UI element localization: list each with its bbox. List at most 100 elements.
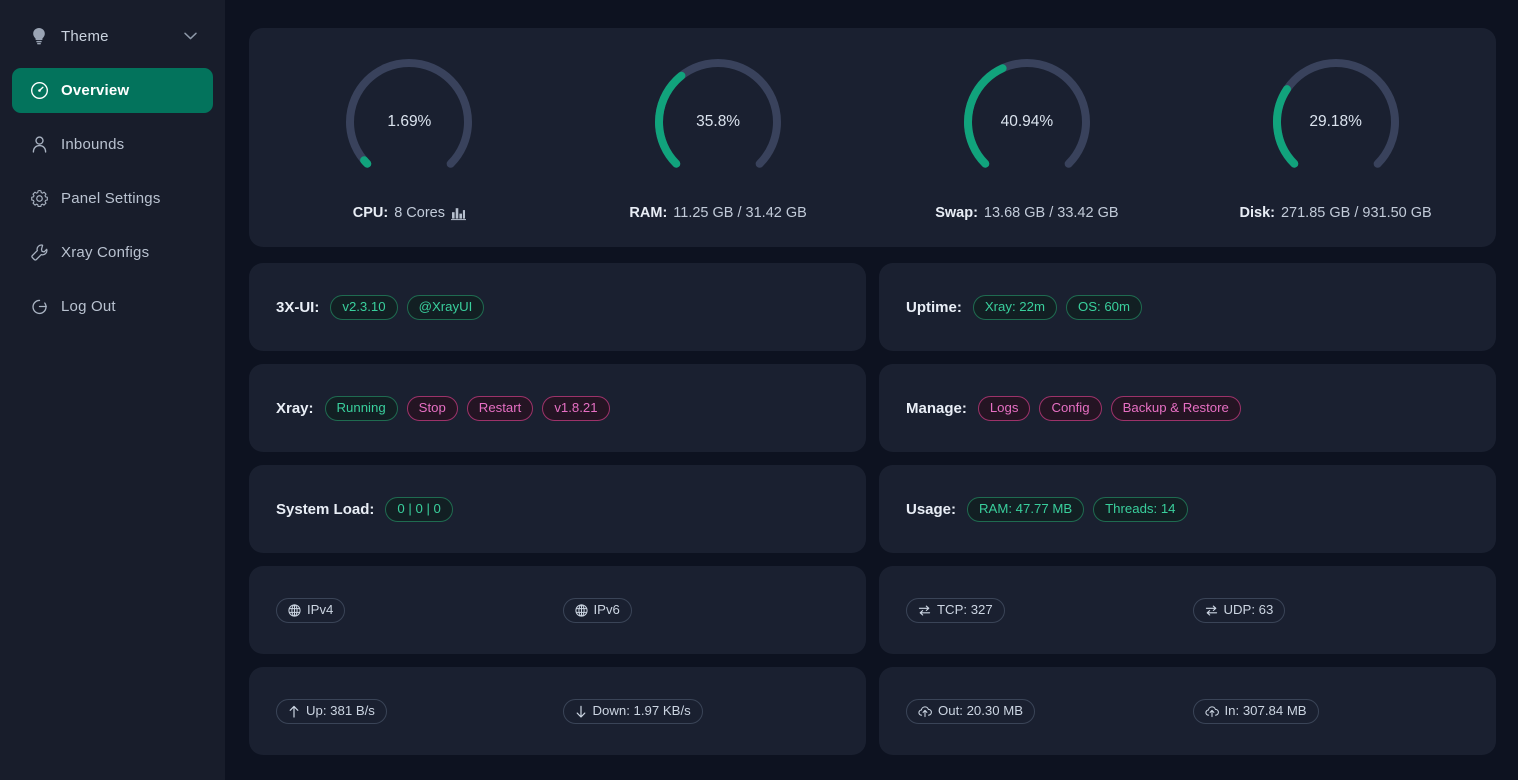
ipv4-label: IPv4 xyxy=(307,602,334,618)
gauge-caption-value: 11.25 GB / 31.42 GB xyxy=(673,204,807,221)
xray-stop-button[interactable]: Stop xyxy=(406,395,458,421)
gauge-percent: 35.8% xyxy=(696,112,741,130)
usage-threads-tag[interactable]: Threads: 14 xyxy=(1093,496,1188,522)
xray-card: Xray: Running Stop Restart v1.8.21 xyxy=(249,364,866,452)
sidebar-item-label: Log Out xyxy=(61,298,116,315)
tcp-connections-tag[interactable]: TCP: 327 xyxy=(906,597,1005,623)
chevron-down-icon[interactable] xyxy=(183,32,197,40)
logout-icon xyxy=(28,297,50,316)
uptime-xray-tag[interactable]: Xray: 22m xyxy=(972,294,1057,320)
gauge-caption-key: Disk: xyxy=(1239,204,1275,221)
info-grid: 3X-UI: v2.3.10 @XrayUI Xray: Running Sto… xyxy=(249,263,1496,755)
gauge-percent: 1.69% xyxy=(387,112,432,130)
gauge-caption-value: 13.68 GB / 33.42 GB xyxy=(983,204,1119,221)
xray-status-tag[interactable]: Running xyxy=(324,395,398,421)
main-content: 1.69% CPU: 8 Cores xyxy=(225,0,1518,780)
system-load-card: System Load: 0 | 0 | 0 xyxy=(249,465,866,553)
manage-label: Manage: xyxy=(906,399,967,417)
cloud-upload-icon xyxy=(918,705,932,718)
ipv6-tag[interactable]: IPv6 xyxy=(562,597,632,623)
info-column-left: 3X-UI: v2.3.10 @XrayUI Xray: Running Sto… xyxy=(249,263,866,755)
usage-card: Usage: RAM: 47.77 MB Threads: 14 xyxy=(879,465,1496,553)
xui-card: 3X-UI: v2.3.10 @XrayUI xyxy=(249,263,866,351)
gauge-ring: 40.94% xyxy=(960,55,1094,189)
transfer-icon xyxy=(1205,604,1218,617)
gauge-caption-value: 8 Cores xyxy=(394,204,445,221)
sidebar-item-label: Panel Settings xyxy=(61,190,161,207)
gauge-percent: 40.94% xyxy=(1000,112,1054,130)
uptime-label: Uptime: xyxy=(906,298,962,316)
sidebar-item-label: Overview xyxy=(61,82,130,99)
system-load-value-tag[interactable]: 0 | 0 | 0 xyxy=(385,496,453,522)
gauge-caption: Swap: 13.68 GB / 33.42 GB xyxy=(935,205,1118,221)
system-gauges-card: 1.69% CPU: 8 Cores xyxy=(249,28,1496,247)
lightbulb-icon xyxy=(28,27,50,45)
xray-tags: Running Stop Restart v1.8.21 xyxy=(324,395,610,421)
sidebar-item-label: Xray Configs xyxy=(61,244,150,261)
traffic-in-tag[interactable]: In: 307.84 MB xyxy=(1192,698,1319,724)
traffic-out-tag[interactable]: Out: 20.30 MB xyxy=(906,698,1036,724)
gauge-caption-value: 271.85 GB / 931.50 GB xyxy=(1280,204,1432,221)
upload-speed-label: Up: 381 B/s xyxy=(306,703,375,719)
arrow-down-icon xyxy=(575,705,587,718)
gauge-caption: CPU: 8 Cores xyxy=(353,205,466,221)
usage-tags: RAM: 47.77 MB Threads: 14 xyxy=(967,496,1188,522)
ip-card: IPv4 xyxy=(249,566,866,654)
udp-connections-label: UDP: 63 xyxy=(1223,602,1274,618)
gauge-swap: 40.94% Swap: 13.68 GB / 33.42 GB xyxy=(873,55,1182,221)
xui-tags: v2.3.10 @XrayUI xyxy=(330,294,485,320)
usage-ram-tag[interactable]: RAM: 47.77 MB xyxy=(967,496,1085,522)
gauge-caption: RAM: 11.25 GB / 31.42 GB xyxy=(629,205,806,221)
sidebar: Theme Overview xyxy=(0,0,225,780)
ipv6-label: IPv6 xyxy=(593,602,620,618)
gauge-ring: 29.18% xyxy=(1269,55,1403,189)
sidebar-item-panel-settings[interactable]: Panel Settings xyxy=(12,176,213,221)
download-speed-tag[interactable]: Down: 1.97 KB/s xyxy=(562,698,703,724)
transfer-icon xyxy=(918,604,931,617)
traffic-card: Out: 20.30 MB xyxy=(879,667,1496,755)
gauge-caption: Disk: 271.85 GB / 931.50 GB xyxy=(1240,205,1432,221)
chart-icon[interactable] xyxy=(450,206,466,220)
globe-icon xyxy=(574,603,588,617)
manage-card: Manage: Logs Config Backup & Restore xyxy=(879,364,1496,452)
uptime-tags: Xray: 22m OS: 60m xyxy=(972,294,1142,320)
gauge-percent: 29.18% xyxy=(1309,112,1362,130)
manage-backup-restore-button[interactable]: Backup & Restore xyxy=(1110,395,1241,421)
connections-card: TCP: 327 UDP: xyxy=(879,566,1496,654)
gear-icon xyxy=(28,189,50,208)
udp-connections-tag[interactable]: UDP: 63 xyxy=(1192,597,1286,623)
ipv4-tag[interactable]: IPv4 xyxy=(276,597,346,623)
xray-version-tag[interactable]: v1.8.21 xyxy=(542,395,610,421)
xui-version-tag[interactable]: v2.3.10 xyxy=(330,294,398,320)
download-speed-label: Down: 1.97 KB/s xyxy=(592,703,691,719)
sidebar-item-label: Inbounds xyxy=(61,136,125,153)
upload-speed-tag[interactable]: Up: 381 B/s xyxy=(276,698,387,724)
manage-logs-button[interactable]: Logs xyxy=(977,395,1031,421)
gauge-caption-key: CPU: xyxy=(352,204,389,221)
system-load-label: System Load: xyxy=(276,500,375,518)
system-load-tags: 0 | 0 | 0 xyxy=(385,496,453,522)
sidebar-item-inbounds[interactable]: Inbounds xyxy=(12,122,213,167)
sidebar-item-log-out[interactable]: Log Out xyxy=(12,284,213,329)
sidebar-item-overview[interactable]: Overview xyxy=(12,68,213,113)
gauge-ring: 1.69% xyxy=(342,55,476,189)
speed-card: Up: 381 B/s Down: 1.97 KB/s xyxy=(249,667,866,755)
xray-restart-button[interactable]: Restart xyxy=(466,395,534,421)
gauge-disk: 29.18% Disk: 271.85 GB / 931.50 GB xyxy=(1181,55,1490,221)
xui-label: 3X-UI: xyxy=(276,298,320,316)
gauge-cpu: 1.69% CPU: 8 Cores xyxy=(255,55,564,221)
globe-icon xyxy=(288,603,301,617)
uptime-os-tag[interactable]: OS: 60m xyxy=(1065,294,1142,320)
uptime-card: Uptime: Xray: 22m OS: 60m xyxy=(879,263,1496,351)
info-column-right: Uptime: Xray: 22m OS: 60m Manage: Logs C… xyxy=(879,263,1496,755)
sidebar-item-xray-configs[interactable]: Xray Configs xyxy=(12,230,213,275)
dashboard-icon xyxy=(28,81,50,100)
manage-config-button[interactable]: Config xyxy=(1039,395,1102,421)
theme-selector[interactable]: Theme xyxy=(12,14,213,58)
manage-tags: Logs Config Backup & Restore xyxy=(977,395,1241,421)
xui-telegram-tag[interactable]: @XrayUI xyxy=(406,294,485,320)
wrench-icon xyxy=(28,243,50,262)
theme-label: Theme xyxy=(61,27,109,45)
user-icon xyxy=(28,135,50,154)
